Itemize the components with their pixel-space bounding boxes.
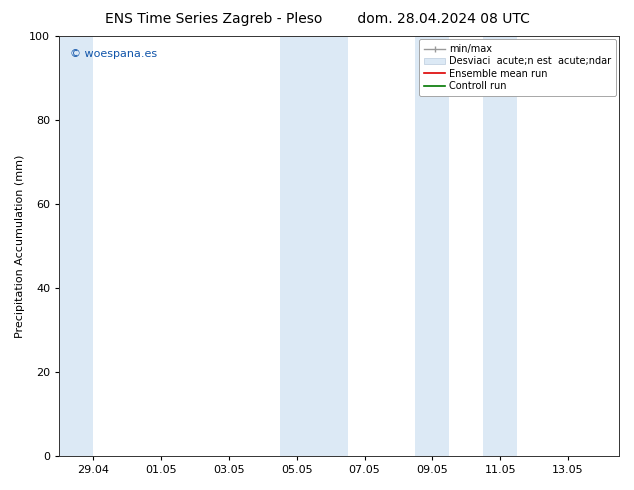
- Text: ENS Time Series Zagreb - Pleso        dom. 28.04.2024 08 UTC: ENS Time Series Zagreb - Pleso dom. 28.0…: [105, 12, 529, 26]
- Bar: [59, 36, 93, 456]
- Text: © woespana.es: © woespana.es: [70, 49, 157, 59]
- Bar: [415, 36, 450, 456]
- Y-axis label: Precipitation Accumulation (mm): Precipitation Accumulation (mm): [15, 154, 25, 338]
- Legend: min/max, Desviaci  acute;n est  acute;ndar, Ensemble mean run, Controll run: min/max, Desviaci acute;n est acute;ndar…: [419, 39, 616, 96]
- Bar: [483, 36, 517, 456]
- Bar: [314, 36, 347, 456]
- Bar: [280, 36, 314, 456]
